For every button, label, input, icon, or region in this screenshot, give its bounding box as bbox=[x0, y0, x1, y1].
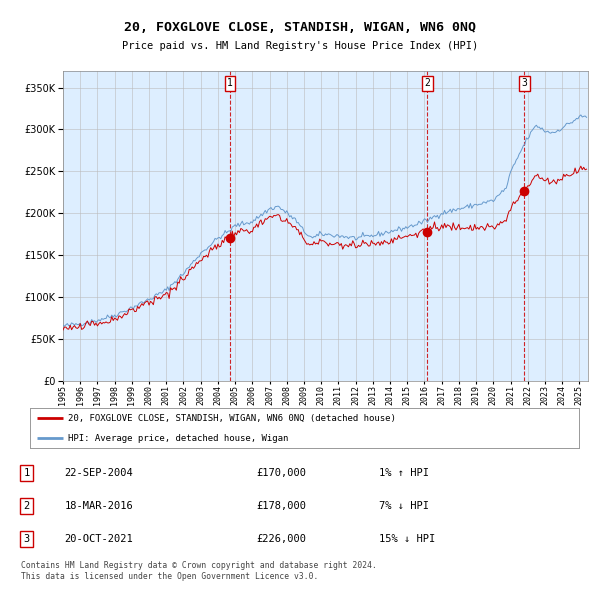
Text: Price paid vs. HM Land Registry's House Price Index (HPI): Price paid vs. HM Land Registry's House … bbox=[122, 41, 478, 51]
Text: 20, FOXGLOVE CLOSE, STANDISH, WIGAN, WN6 0NQ (detached house): 20, FOXGLOVE CLOSE, STANDISH, WIGAN, WN6… bbox=[68, 414, 397, 423]
Text: 3: 3 bbox=[521, 78, 527, 88]
Text: 2: 2 bbox=[424, 78, 430, 88]
Text: This data is licensed under the Open Government Licence v3.0.: This data is licensed under the Open Gov… bbox=[21, 572, 319, 581]
Text: Contains HM Land Registry data © Crown copyright and database right 2024.: Contains HM Land Registry data © Crown c… bbox=[21, 560, 377, 569]
Text: £170,000: £170,000 bbox=[256, 468, 307, 478]
Text: HPI: Average price, detached house, Wigan: HPI: Average price, detached house, Wiga… bbox=[68, 434, 289, 443]
Text: 18-MAR-2016: 18-MAR-2016 bbox=[64, 501, 133, 511]
Text: 2: 2 bbox=[23, 501, 29, 511]
Text: 20, FOXGLOVE CLOSE, STANDISH, WIGAN, WN6 0NQ: 20, FOXGLOVE CLOSE, STANDISH, WIGAN, WN6… bbox=[124, 21, 476, 34]
Text: 1: 1 bbox=[227, 78, 233, 88]
Text: 1: 1 bbox=[23, 468, 29, 478]
Text: 15% ↓ HPI: 15% ↓ HPI bbox=[379, 534, 435, 544]
Text: 7% ↓ HPI: 7% ↓ HPI bbox=[379, 501, 428, 511]
Text: 22-SEP-2004: 22-SEP-2004 bbox=[64, 468, 133, 478]
Text: 1% ↑ HPI: 1% ↑ HPI bbox=[379, 468, 428, 478]
Text: £226,000: £226,000 bbox=[256, 534, 307, 544]
Text: 3: 3 bbox=[23, 534, 29, 544]
Text: 20-OCT-2021: 20-OCT-2021 bbox=[64, 534, 133, 544]
Text: £178,000: £178,000 bbox=[256, 501, 307, 511]
